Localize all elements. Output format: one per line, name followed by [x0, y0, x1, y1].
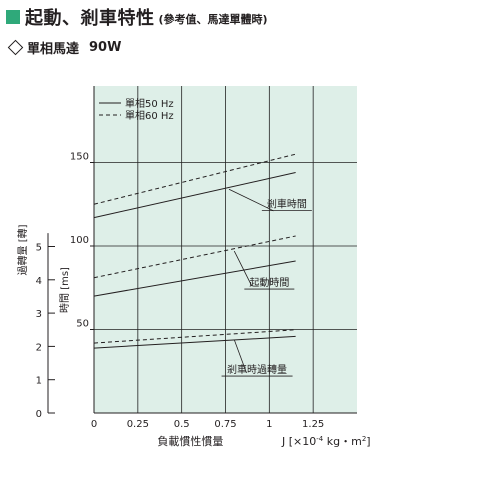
x-tick-label-5: 1.25	[302, 419, 324, 430]
subtitle: 單相馬達 90W	[7, 38, 122, 57]
annotation-label-2: 剎車時過轉量	[227, 363, 287, 376]
overrun-tick-label-1: 1	[36, 376, 42, 387]
series-line-braking_time-solid	[93, 172, 296, 219]
series-line-braking_overrun-solid	[93, 335, 296, 349]
time-axis-label: 時間 [ms]	[59, 267, 71, 313]
axes: 0 0.25 0.5 0.75 1 1.25 50 100 150 0 1 2 3 4 5	[36, 86, 357, 430]
subtitle-label: 單相馬達	[27, 42, 80, 57]
overrun-axis-label: 過轉量 [轉]	[16, 224, 29, 275]
legend-label-1: 單相60 Hz	[125, 109, 174, 122]
overrun-tick-label-4: 4	[36, 276, 42, 287]
annotation-pointer-1	[233, 250, 253, 287]
overrun-tick-label-3: 3	[36, 309, 42, 320]
x-tick-label-4: 1	[266, 419, 272, 430]
annotation-label-1: 起動時間	[249, 276, 289, 289]
annotation-label-0: 剎車時間	[267, 198, 307, 211]
x-tick-label-1: 0.25	[127, 419, 149, 430]
x-tick-label-0: 0	[91, 419, 97, 430]
x-tick-label-2: 0.5	[174, 419, 190, 430]
axis-labels: 時間 [ms] 過轉量 [轉] 負載慣性慣量 J [×10-4 kg・m2]	[16, 224, 371, 448]
title-note: (參考值、馬達單體時)	[158, 12, 268, 26]
legend-label-0: 單相50 Hz	[125, 97, 174, 110]
time-tick-label-1: 100	[70, 235, 89, 246]
time-tick-label-0: 50	[76, 319, 89, 330]
annotation-pointer-2	[233, 339, 247, 374]
title-bar: 起動、剎車特性 (參考值、馬達單體時)	[6, 4, 268, 30]
overrun-tick-label-5: 5	[36, 243, 42, 254]
overrun-tick-label-0: 0	[36, 409, 42, 420]
x-axis-label: 負載慣性慣量	[157, 434, 223, 448]
series-line-braking_overrun-dashed	[93, 329, 296, 344]
grid	[94, 86, 357, 413]
page-title: 起動、剎車特性	[25, 8, 155, 29]
x-tick-label-3: 0.75	[214, 419, 236, 430]
series-line-starting_time-dashed	[93, 235, 296, 279]
time-tick-label-2: 150	[70, 152, 89, 163]
subtitle-model: 90W	[89, 40, 122, 55]
annotation-pointer-0	[228, 188, 274, 212]
x-axis-unit-label: J [×10-4 kg・m2]	[281, 435, 371, 448]
title-square-icon	[6, 10, 20, 24]
series-layer	[93, 153, 296, 349]
overrun-tick-label-2: 2	[36, 342, 42, 353]
series-line-starting_time-solid	[93, 260, 296, 297]
